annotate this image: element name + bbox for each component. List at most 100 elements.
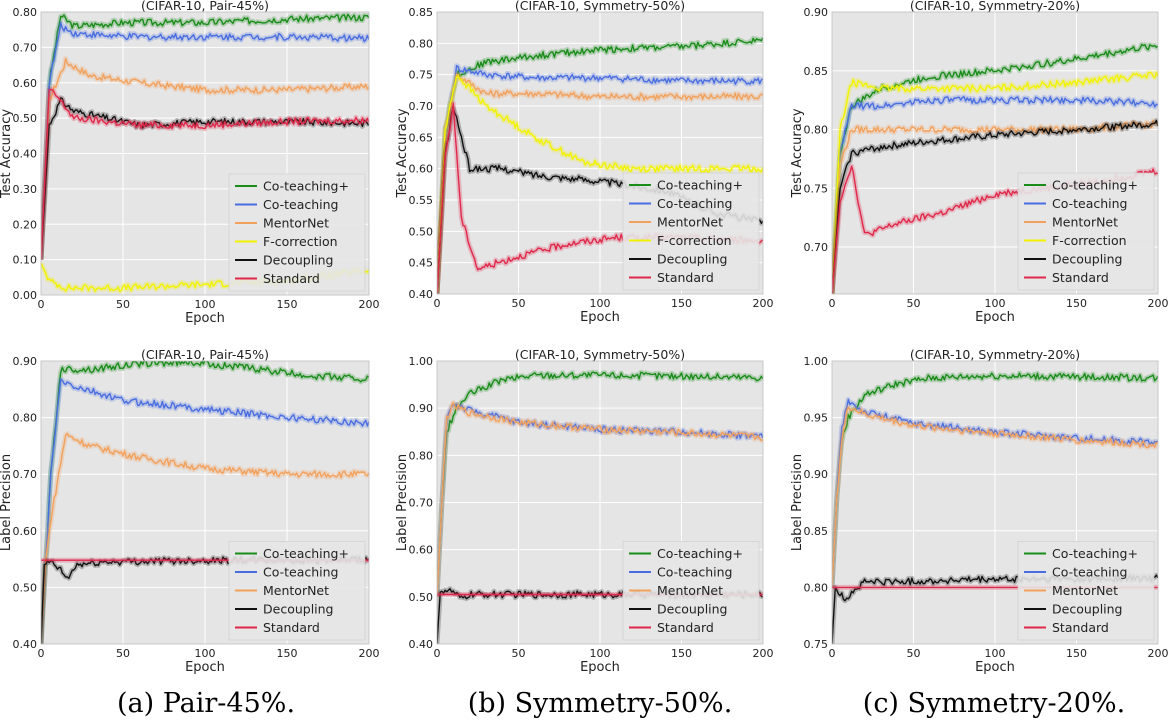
chart-title: (CIFAR-10, Pair-45%) (141, 347, 269, 362)
x-tick-label: 150 (277, 647, 298, 660)
chart-title: (CIFAR-10, Symmetry-20%) (910, 347, 1080, 362)
series-line-mentornet (832, 406, 1158, 588)
legend-label: Decoupling (1052, 602, 1123, 617)
x-tick-label: 0 (829, 297, 836, 310)
legend: Co-teaching+ Co-teaching MentorNet F-correc… (228, 173, 366, 292)
legend-label: MentorNet (657, 215, 723, 230)
x-tick-label: 200 (359, 647, 380, 660)
legend-label: Co-teaching+ (657, 546, 743, 561)
legend-label: MentorNet (263, 216, 329, 231)
legend-label: Standard (1052, 270, 1109, 285)
y-tick-label: 0.50 (409, 591, 434, 604)
series-line-co-teaching- (832, 372, 1158, 588)
legend-label: Co-teaching (657, 565, 733, 580)
y-axis-label: Test Accuracy (0, 109, 14, 199)
series-line-decoupling (832, 119, 1158, 294)
chart-title: (CIFAR-10, Symmetry-50%) (515, 347, 685, 362)
y-tick-label: 0.45 (409, 257, 434, 270)
legend: Co-teaching+ Co-teaching MentorNet Decoupli… (622, 541, 760, 641)
y-tick-label: 0.40 (13, 148, 38, 161)
y-tick-label: 0.90 (804, 468, 829, 481)
y-tick-label: 0.80 (13, 412, 38, 425)
legend-label: Co-teaching+ (263, 179, 349, 194)
legend-label: Co-teaching (657, 196, 733, 211)
x-tick-label: 100 (590, 647, 611, 660)
y-tick-label: 0.85 (804, 65, 829, 78)
y-axis-label: Label Precision (395, 454, 410, 551)
legend-label: Co-teaching (263, 565, 339, 580)
y-tick-label: 0.30 (13, 183, 38, 196)
legend-label: Decoupling (263, 253, 334, 268)
series-line-decoupling (41, 97, 369, 260)
x-tick-label: 150 (277, 298, 298, 311)
caption-b: (b) Symmetry-50%. (468, 688, 733, 719)
y-tick-label: 0.90 (13, 355, 38, 368)
y-axis-label: Label Precision (0, 454, 14, 551)
legend-label: Standard (263, 271, 320, 286)
chart-6: 0 50 100 150 200 0.75 0.80 0.85 0.90 0.95 1.00 (CIF… (790, 347, 1169, 675)
y-tick-label: 0.40 (409, 288, 434, 301)
y-tick-label: 0.90 (409, 402, 434, 415)
y-tick-label: 0.60 (409, 544, 434, 557)
legend-label: MentorNet (657, 583, 723, 598)
y-axis-label: Label Precision (790, 454, 805, 551)
y-tick-label: 0.70 (804, 241, 829, 254)
y-tick-label: 0.50 (13, 112, 38, 125)
x-axis-label: Epoch (185, 660, 225, 675)
legend-label: F-correction (1052, 233, 1127, 248)
y-tick-label: 1.00 (804, 355, 829, 368)
x-tick-label: 50 (907, 297, 921, 310)
series-line-co-teaching- (41, 361, 369, 644)
series-line-co-teaching (437, 403, 763, 597)
x-tick-label: 200 (753, 647, 774, 660)
x-tick-label: 200 (359, 298, 380, 311)
y-tick-label: 0.65 (409, 131, 434, 144)
x-tick-label: 150 (1066, 647, 1087, 660)
y-tick-label: 0.80 (409, 37, 434, 50)
chart-title: (CIFAR-10, Pair-45%) (141, 0, 269, 13)
y-tick-label: 0.70 (13, 41, 38, 54)
y-tick-label: 0.50 (13, 581, 38, 594)
chart-1: 0 50 100 150 200 0.00 0.10 0.20 0.30 0.40 0.50 0.60… (0, 0, 380, 326)
series-line-mentornet (41, 57, 369, 260)
x-axis-label: Epoch (975, 310, 1015, 325)
y-tick-label: 0.60 (13, 77, 38, 90)
series-line-co-teaching (41, 378, 369, 644)
series-line-f-correction (832, 71, 1158, 294)
y-tick-label: 0.80 (409, 449, 434, 462)
x-tick-label: 100 (985, 297, 1006, 310)
legend-label: Co-teaching (263, 197, 339, 212)
x-axis-label: Epoch (975, 660, 1015, 675)
x-tick-label: 150 (671, 297, 692, 310)
chart-2: 0 50 100 150 200 0.40 0.45 0.50 0.55 0.60 0.65 0.70… (395, 0, 774, 325)
series-line-mentornet (41, 432, 369, 644)
x-axis-label: Epoch (580, 660, 620, 675)
plot-frame (40, 360, 370, 645)
series-group (832, 42, 1158, 294)
plot-frame (40, 11, 370, 296)
x-tick-label: 200 (1148, 297, 1169, 310)
x-tick-label: 0 (38, 298, 45, 311)
x-tick-label: 50 (116, 647, 130, 660)
x-tick-label: 100 (985, 647, 1006, 660)
x-tick-label: 100 (195, 647, 216, 660)
x-tick-label: 150 (671, 647, 692, 660)
plot-frame (831, 11, 1159, 295)
legend-label: Standard (1052, 620, 1109, 635)
legend-label: Standard (657, 620, 714, 635)
y-tick-label: 0.85 (409, 6, 434, 19)
series-line-mentornet (437, 73, 763, 294)
legend-box (228, 173, 366, 292)
y-tick-label: 0.75 (804, 182, 829, 195)
legend-box (622, 172, 760, 291)
series-line-co-teaching (832, 398, 1158, 588)
y-tick-label: 0.80 (804, 581, 829, 594)
legend-label: Co-teaching+ (1052, 546, 1138, 561)
x-tick-label: 0 (434, 297, 441, 310)
legend-label: F-correction (263, 234, 338, 249)
series-group (437, 35, 763, 294)
y-tick-label: 0.40 (13, 638, 38, 651)
y-tick-label: 0.70 (409, 497, 434, 510)
legend-label: MentorNet (1052, 583, 1118, 598)
chart-title: (CIFAR-10, Symmetry-20%) (910, 0, 1080, 13)
